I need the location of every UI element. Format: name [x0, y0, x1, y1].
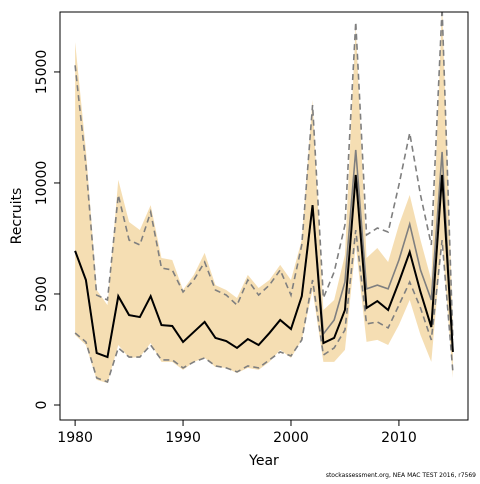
x-tick-label: 2010 [381, 430, 417, 446]
series-line [74, 174, 454, 359]
footnote: stockassessment.org, NEA MAC TEST 2016, … [326, 472, 476, 479]
series-line [74, 229, 454, 383]
y-tick-label: 10000 [34, 161, 50, 206]
y-axis-title: Recruits [9, 188, 25, 245]
series-line [74, 12, 454, 340]
x-tick-label: 1980 [57, 430, 93, 446]
plot-area [74, 12, 454, 384]
x-axis-title: Year [248, 453, 279, 469]
y-tick-label: 0 [34, 401, 50, 410]
x-tick-label: 1990 [165, 430, 201, 446]
plot-frame [59, 11, 469, 421]
confidence-band [75, 12, 453, 384]
y-tick-label: 15000 [34, 50, 50, 95]
x-tick-label: 2000 [273, 430, 309, 446]
y-tick-label: 5000 [34, 276, 50, 312]
